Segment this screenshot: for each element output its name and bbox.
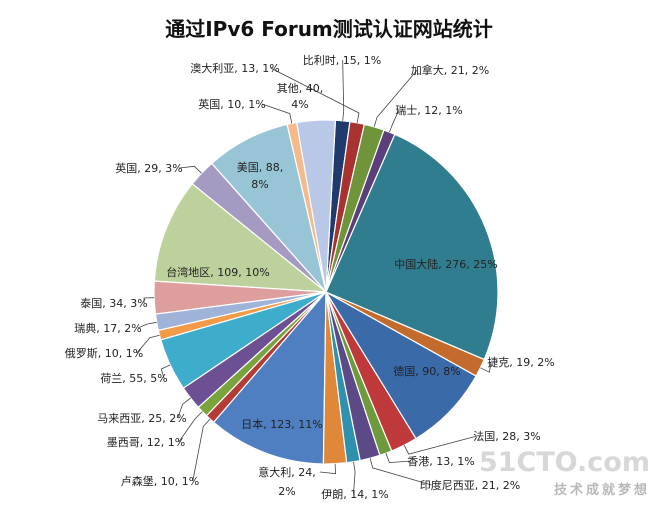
leader-line [373,69,418,128]
slice-label: 日本, 123, 11% [241,417,322,431]
slice-label: 荷兰, 55, 5% [100,372,167,385]
leader-line [178,165,202,174]
leader-line [342,59,345,121]
slice-labels: 比利时, 15, 1% 其他, 40, 4% 英国, 10, 1% 美国, 88, 8% 英… [65,54,555,501]
pie-slices [153,119,499,465]
slice-label: 法国, 28, 3% [473,429,540,443]
slice-label: 中国大陆, 276, 25% [394,257,497,271]
leader-line [136,334,160,354]
leader-line [319,463,337,475]
slice-label: 意大利, 24, 2% [258,465,316,498]
slice-label: 墨西哥, 12, 1% [107,436,185,449]
slice-label: 加拿大, 21, 2% [411,63,489,77]
leader-line [389,109,400,133]
slice-label: 美国, 88, 8% [237,161,284,191]
slice-label: 英国, 29, 3% [115,161,182,175]
leader-line [403,435,478,455]
slice-label: 伊朗, 14, 1% [321,488,388,501]
slice-label: 瑞典, 17, 2% [74,321,141,335]
slice-label: 泰国, 34, 3% [80,296,147,310]
watermark-main: 51CTO.com [479,447,650,478]
leader-line [385,453,412,464]
pie-slice [212,290,327,465]
leader-line [137,321,157,329]
slice-label: 瑞士, 12, 1% [395,103,462,117]
slice-label: 香港, 13, 1% [407,455,474,468]
leader-lines [136,59,492,495]
slice-label: 马来西亚, 25, 2% [97,412,186,425]
leader-line [270,67,360,123]
slice-label: 卢森堡, 10, 1% [121,474,199,488]
pie-slice [325,120,366,293]
watermark: 51CTO.com 技术成就梦想 [479,447,650,498]
pie-slice [153,182,328,293]
slice-label: 捷克, 19, 2% [487,355,554,369]
leader-line [353,461,356,495]
leader-line [261,103,293,124]
leader-line [192,418,211,482]
slice-label: 其他, 40, 4% [277,82,324,111]
slice-label: 德国, 90, 8% [393,364,460,378]
leader-line [177,397,191,419]
slice-label: 俄罗斯, 10, 1% [65,347,143,360]
leader-line [369,458,432,486]
slice-label: 印度尼西亚, 21, 2% [420,478,520,492]
leader-line [178,411,203,443]
leader-line [160,364,171,379]
watermark-sub: 技术成就梦想 [554,482,650,498]
pie-slice [325,133,499,361]
slice-label: 台湾地区, 109, 10% [166,265,269,279]
pie-slice [324,290,477,440]
slice-label: 比利时, 15, 1% [303,54,381,67]
slice-label: 澳大利亚, 13, 1% [190,61,279,75]
chart-title: 通过IPv6 Forum测试认证网站统计 [165,17,493,41]
leader-line [143,297,155,304]
slice-label: 英国, 10, 1% [198,97,265,111]
leader-line [480,361,492,373]
